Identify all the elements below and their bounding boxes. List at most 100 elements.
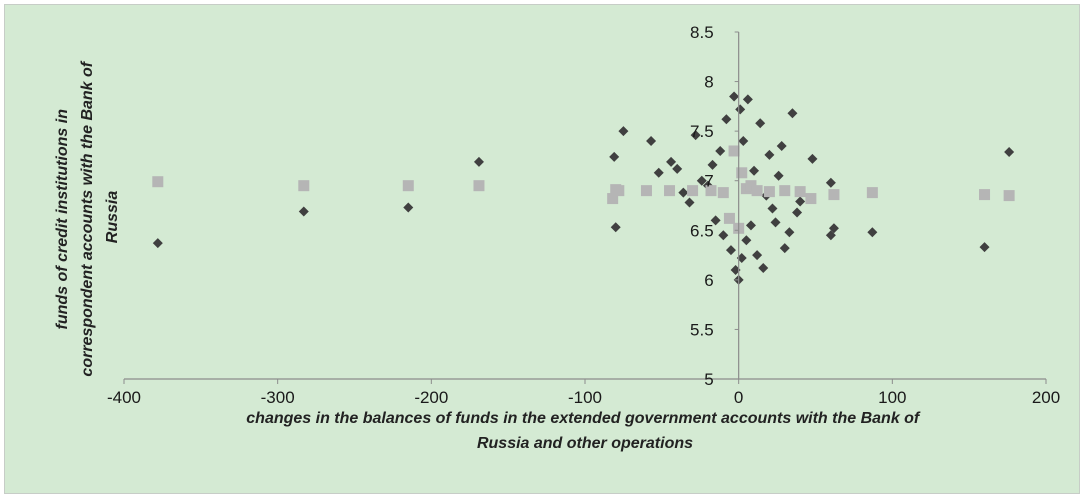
square-point	[763, 186, 775, 198]
diamond-point	[729, 91, 740, 102]
diamond-point	[867, 227, 878, 238]
diamond-point	[707, 159, 718, 170]
x-tick-label: 100	[878, 388, 906, 407]
square-point	[736, 167, 748, 179]
diamond-point	[618, 126, 629, 137]
square-point	[805, 193, 817, 205]
diamond-point	[721, 114, 732, 125]
square-point	[705, 185, 717, 197]
diamond-point	[825, 230, 836, 241]
diamond-point	[725, 245, 736, 256]
square-point	[779, 185, 791, 197]
diamond-point	[745, 220, 756, 231]
scatter-chart: -400 -300 -200 -100 0 100 200 5 5.5 6 6.5 7 7.5 8 8.5…	[54, 23, 1060, 452]
diamond-point	[770, 217, 781, 228]
x-tick-label: 200	[1032, 388, 1060, 407]
y-tick-label: 8	[704, 73, 713, 92]
diamond-point	[764, 149, 775, 160]
diamond-point	[646, 136, 657, 147]
x-axis-ticks: -400 -300 -200 -100 0 100 200	[107, 379, 1060, 407]
diamond-point	[609, 151, 620, 162]
x-tick-label: 0	[734, 388, 743, 407]
diamond-point	[610, 222, 621, 233]
diamond-point	[795, 196, 806, 207]
square-point	[751, 185, 763, 197]
diamond-point	[787, 108, 798, 119]
square-point	[664, 185, 676, 197]
diamond-point	[758, 262, 769, 273]
x-tick-label: -200	[414, 388, 448, 407]
square-point	[640, 185, 652, 197]
square-point	[866, 187, 878, 199]
series-2	[152, 145, 1015, 234]
diamond-point	[825, 177, 836, 188]
square-point	[1003, 190, 1015, 202]
diamond-point	[710, 215, 721, 226]
square-point	[402, 180, 414, 192]
diamond-point	[792, 207, 803, 218]
diamond-point	[773, 170, 784, 181]
diamond-point	[672, 163, 683, 174]
square-point	[794, 186, 806, 198]
series-1	[152, 91, 1015, 285]
y-tick-label: 5.5	[690, 320, 714, 339]
chart-area: -400 -300 -200 -100 0 100 200 5 5.5 6 6.5 7 7.5 8 8.5…	[4, 4, 1080, 494]
square-point	[298, 180, 310, 192]
y-axis-title-line-2: correspondent accounts with the Bank of	[79, 60, 96, 376]
diamond-point	[152, 238, 163, 249]
square-point	[717, 187, 729, 199]
square-point	[728, 145, 740, 157]
y-axis-ticks: 5 5.5 6 6.5 7 7.5 8 8.5	[690, 23, 739, 389]
square-point	[613, 185, 625, 197]
diamond-point	[666, 156, 677, 167]
diamond-point	[767, 203, 778, 214]
diamond-point	[1004, 146, 1015, 157]
y-tick-label: 6.5	[690, 221, 714, 240]
diamond-point	[828, 223, 839, 234]
diamond-point	[473, 156, 484, 167]
diamond-point	[779, 243, 790, 254]
x-axis-title-line-1: changes in the balances of funds in the …	[246, 410, 921, 427]
diamond-point	[718, 230, 729, 241]
diamond-point	[715, 145, 726, 156]
y-axis-title-line-1: funds of credit institutions in	[54, 109, 71, 330]
square-point	[828, 189, 840, 201]
x-tick-label: -300	[261, 388, 295, 407]
y-axis-title: funds of credit institutions in correspo…	[54, 57, 121, 376]
diamond-point	[749, 165, 760, 176]
diamond-point	[807, 153, 818, 164]
square-point	[979, 189, 991, 201]
square-point	[607, 193, 619, 205]
diamond-point	[684, 197, 695, 208]
y-tick-label: 8.5	[690, 23, 714, 42]
y-tick-label: 6	[704, 271, 713, 290]
square-point	[723, 212, 735, 224]
x-axis-title-line-2: Russia and other operations	[477, 435, 693, 452]
y-tick-label: 7.5	[690, 122, 714, 141]
diamond-point	[690, 130, 701, 141]
x-tick-label: -100	[568, 388, 602, 407]
diamond-point	[741, 235, 752, 246]
diamond-point	[735, 104, 746, 115]
square-point	[152, 176, 164, 188]
y-axis-title-line-3: Russia	[104, 191, 121, 244]
square-point	[745, 180, 757, 192]
diamond-point	[979, 242, 990, 253]
diamond-point	[298, 206, 309, 217]
y-tick-label: 7	[704, 172, 713, 191]
diamond-point	[738, 136, 749, 147]
x-axis-title: changes in the balances of funds in the …	[246, 410, 923, 452]
square-point	[687, 185, 699, 197]
diamond-point	[403, 202, 414, 213]
diamond-point	[742, 94, 753, 105]
diamond-point	[755, 118, 766, 129]
diamond-point	[696, 175, 707, 186]
diamond-point	[752, 250, 763, 261]
square-point	[473, 180, 485, 192]
diamond-point	[678, 187, 689, 198]
y-tick-label: 5	[704, 370, 713, 389]
diamond-point	[776, 141, 787, 152]
data-points	[152, 91, 1015, 285]
diamond-point	[653, 167, 664, 178]
x-tick-label: -400	[107, 388, 141, 407]
